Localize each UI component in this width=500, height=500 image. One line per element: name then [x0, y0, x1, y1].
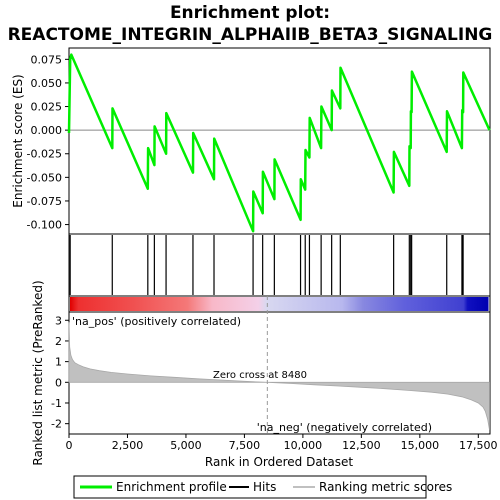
x-tick-label: 5,000	[170, 439, 202, 452]
hits-panel-frame	[68, 233, 491, 297]
es-y-axis-label: Enrichment score (ES)	[11, 74, 25, 207]
es-profile-line	[67, 53, 491, 233]
es-panel-frame	[68, 47, 491, 235]
rank-y-tick-label: -2	[51, 418, 62, 431]
correlation-heat-bar	[70, 297, 489, 311]
x-tick-label: 17,500	[459, 439, 498, 452]
zero-cross-label: Zero cross at 8480	[213, 370, 307, 381]
rank-y-tick-label: 2	[55, 335, 62, 348]
es-y-ticks: 0.075 0.050 0.025 0.000 -0.025 -0.050 -0.075 -0…	[27, 53, 490, 232]
legend-box	[73, 475, 427, 499]
rank-panel-frame	[68, 311, 491, 435]
legend-ranking-label: Ranking metric scores	[319, 480, 452, 494]
es-y-tick-label: -0.025	[27, 148, 62, 161]
es-y-tick-label: 0.075	[31, 53, 63, 66]
na-pos-label: 'na_pos' (positively correlated)	[72, 315, 241, 328]
hits-group	[69, 235, 464, 295]
chart-title-line1: Enrichment plot:	[170, 3, 330, 23]
es-y-tick-label: -0.075	[27, 195, 62, 208]
es-y-tick-label: -0.100	[27, 219, 62, 232]
es-y-tick-label: -0.050	[27, 171, 62, 184]
rank-y-axis-label: Ranked list metric (PreRanked)	[31, 280, 45, 465]
x-tick-label: 7,500	[229, 439, 261, 452]
x-tick-label: 0	[66, 439, 73, 452]
rank-y-tick-label: -1	[51, 397, 62, 410]
legend-enrichment-label: Enrichment profile	[116, 480, 227, 494]
x-tick-label: 15,000	[401, 439, 440, 452]
es-y-tick-label: 0.025	[31, 101, 63, 114]
es-y-tick-label: 0.000	[31, 124, 63, 137]
x-tick-label: 2,500	[112, 439, 144, 452]
legend-hits-label: Hits	[253, 480, 276, 494]
na-neg-label: 'na_neg' (negatively correlated)	[257, 421, 432, 434]
chart-title-line2: REACTOME_INTEGRIN_ALPHAIIB_BETA3_SIGNALI…	[8, 25, 493, 45]
x-axis-ticks: 0 2,500 5,000 7,500 10,000 12,500 15,000 17,500	[66, 434, 498, 452]
x-tick-label: 12,500	[342, 439, 381, 452]
es-y-tick-label: 0.050	[31, 77, 63, 90]
es-line-group	[67, 53, 491, 233]
rank-y-tick-label: 1	[55, 356, 62, 369]
x-axis-label: Rank in Ordered Dataset	[205, 455, 353, 469]
rank-y-tick-label: 3	[55, 314, 62, 327]
x-tick-label: 10,000	[284, 439, 323, 452]
rank-y-tick-label: 0	[55, 376, 62, 389]
rank-y-ticks: 3 2 1 0 -1 -2	[51, 314, 69, 431]
